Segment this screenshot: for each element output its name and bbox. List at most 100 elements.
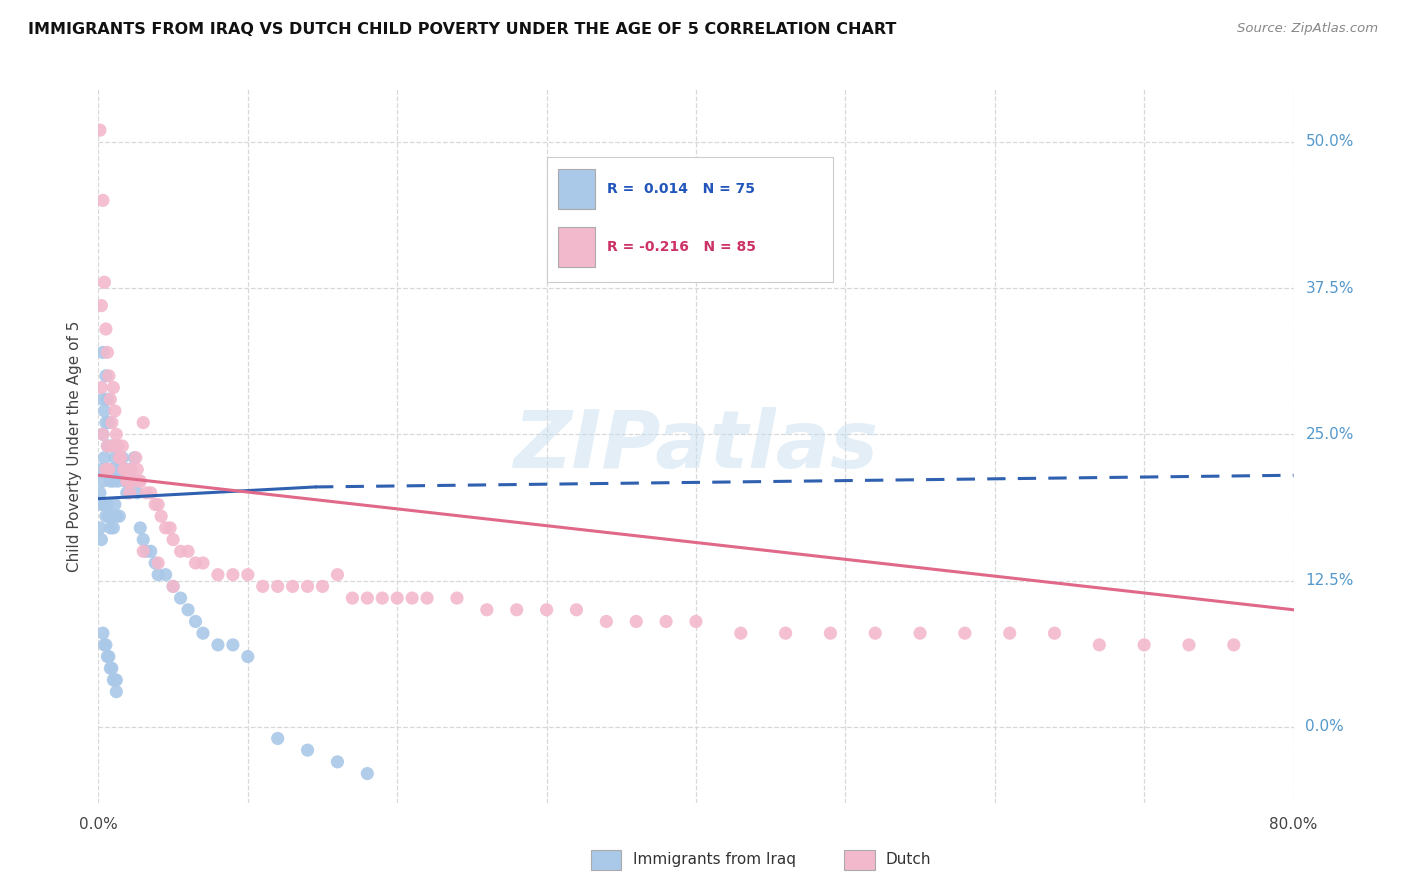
Point	[103, 439, 125, 453]
Point	[96, 392, 118, 407]
Point	[342, 591, 364, 605]
Point	[775, 626, 797, 640]
Point	[94, 322, 117, 336]
Point	[103, 380, 125, 394]
Point	[128, 474, 150, 488]
Point	[155, 567, 177, 582]
Point	[93, 498, 115, 512]
Point	[236, 649, 259, 664]
Point	[536, 603, 558, 617]
Point	[416, 591, 439, 605]
Point	[103, 474, 125, 488]
Point	[103, 439, 125, 453]
Text: 50.0%: 50.0%	[1306, 135, 1354, 149]
Point	[98, 661, 122, 675]
Point	[108, 509, 131, 524]
Point	[297, 743, 319, 757]
Point	[94, 638, 117, 652]
Point	[98, 474, 122, 488]
Point	[111, 450, 134, 465]
Point	[191, 626, 214, 640]
Point	[94, 368, 117, 383]
Point	[685, 615, 707, 629]
Point	[595, 615, 617, 629]
Point	[105, 673, 128, 687]
Point	[169, 591, 191, 605]
Point	[111, 439, 134, 453]
Point	[97, 368, 120, 383]
Text: IMMIGRANTS FROM IRAQ VS DUTCH CHILD POVERTY UNDER THE AGE OF 5 CORRELATION CHART: IMMIGRANTS FROM IRAQ VS DUTCH CHILD POVE…	[28, 22, 897, 37]
Point	[108, 450, 131, 465]
Point	[267, 731, 290, 746]
Point	[125, 450, 148, 465]
Point	[105, 427, 128, 442]
Point	[148, 498, 170, 512]
Point	[94, 416, 117, 430]
Point	[1133, 638, 1156, 652]
Point	[326, 567, 349, 582]
Point	[89, 485, 111, 500]
Point	[169, 544, 191, 558]
Point	[475, 603, 498, 617]
Point	[311, 579, 333, 593]
Text: Source: ZipAtlas.com: Source: ZipAtlas.com	[1237, 22, 1378, 36]
Point	[998, 626, 1021, 640]
Point	[162, 579, 184, 593]
Text: Dutch: Dutch	[886, 853, 931, 867]
Point	[385, 591, 409, 605]
Point	[655, 615, 678, 629]
Point	[91, 345, 114, 359]
Point	[96, 498, 118, 512]
Text: Immigrants from Iraq: Immigrants from Iraq	[633, 853, 796, 867]
Point	[91, 194, 114, 208]
Point	[101, 462, 124, 476]
Point	[105, 509, 128, 524]
Point	[124, 450, 146, 465]
Point	[184, 615, 207, 629]
Point	[91, 427, 114, 442]
Point	[103, 521, 125, 535]
Point	[139, 485, 162, 500]
Point	[326, 755, 349, 769]
Point	[104, 673, 127, 687]
Point	[506, 603, 529, 617]
Point	[222, 638, 245, 652]
Point	[112, 462, 135, 476]
Point	[91, 392, 114, 407]
Point	[162, 533, 184, 547]
Point	[236, 567, 259, 582]
Point	[297, 579, 319, 593]
Point	[159, 521, 181, 535]
Point	[94, 462, 117, 476]
Point	[96, 439, 118, 453]
Point	[90, 498, 112, 512]
Point	[97, 416, 120, 430]
Point	[93, 638, 115, 652]
Point	[107, 439, 129, 453]
Point	[356, 766, 378, 780]
Point	[127, 462, 149, 476]
Text: 0.0%: 0.0%	[1306, 719, 1344, 734]
Point	[93, 275, 115, 289]
Point	[115, 474, 138, 488]
Point	[101, 509, 124, 524]
Point	[207, 567, 229, 582]
Point	[820, 626, 842, 640]
Point	[150, 509, 173, 524]
Point	[1043, 626, 1066, 640]
Point	[96, 439, 118, 453]
Point	[107, 474, 129, 488]
Point	[104, 404, 127, 418]
Point	[191, 556, 214, 570]
Point	[446, 591, 468, 605]
Point	[94, 462, 117, 476]
Point	[94, 509, 117, 524]
Point	[115, 485, 138, 500]
Point	[121, 474, 143, 488]
Point	[129, 521, 152, 535]
Point	[162, 579, 184, 593]
Y-axis label: Child Poverty Under the Age of 5: Child Poverty Under the Age of 5	[67, 320, 83, 572]
Point	[222, 567, 245, 582]
Point	[98, 521, 122, 535]
Point	[90, 380, 112, 394]
